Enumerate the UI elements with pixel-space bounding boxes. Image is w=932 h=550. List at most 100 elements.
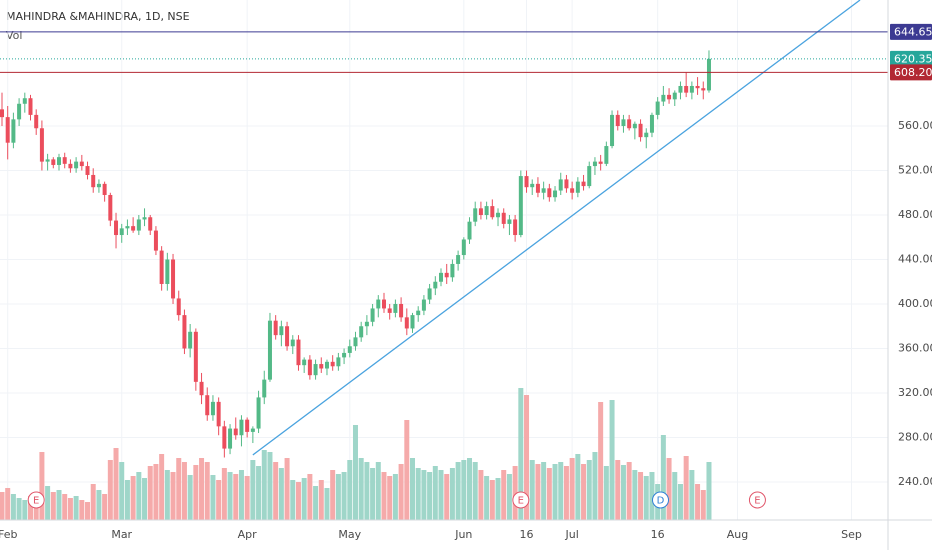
candle-body [604,146,609,164]
volume-bar [535,464,541,520]
volume-bar [649,472,655,520]
candle-body [689,85,694,93]
x-tick-label: Jun [454,528,472,541]
candle-body [153,230,158,251]
candle-body [684,85,689,93]
candle-body [370,308,375,322]
candle-body [290,339,295,347]
volume-bar [563,466,569,520]
volume-bar [113,448,119,520]
candle-body [473,208,478,222]
volume-bar [375,462,381,520]
candle-body [632,123,637,129]
candle-body [188,331,193,349]
candle-body [627,119,632,129]
candle-body [279,326,284,336]
volume-bar [449,468,455,520]
volume-bar [335,474,341,520]
volume-bar [706,462,712,520]
candle-body [513,219,518,236]
candle-body [91,174,96,188]
x-tick-label: 16 [651,528,665,541]
candle-body [667,94,672,100]
candle-body [490,206,495,218]
volume-bar [313,486,319,520]
volume-bar [210,475,216,520]
candle-body [102,183,107,195]
volume-bar [392,474,398,520]
volume-bar [683,456,689,520]
volume-label: Vol [6,29,22,42]
volume-bar [689,470,695,520]
volume-bar [541,462,547,520]
candle-body [96,183,101,188]
volume-bar [404,420,410,520]
volume-bar [187,475,193,520]
volume-bar [273,462,279,520]
candle-body [553,190,558,198]
candle-body [359,326,364,338]
volume-bar [364,462,370,520]
candle-body [598,161,603,164]
candle-body [125,226,130,229]
volume-bar [603,466,609,520]
candle-body [267,320,272,380]
volume-bar [638,472,644,520]
candle-body [610,114,615,147]
event-label: E [33,496,39,507]
volume-bar [427,472,433,520]
candle-body [39,128,44,162]
volume-bar [643,476,649,520]
candle-body [478,208,483,216]
candle-body [450,263,455,278]
candle-body [45,159,50,162]
volume-bar [592,452,598,520]
volume-bar [558,462,564,520]
volume-bar [370,468,376,520]
volume-bar [238,470,244,520]
event-label: E [518,496,524,507]
candle-body [165,259,170,284]
candle-body [672,92,677,100]
candle-body [524,176,529,188]
candle-body [302,359,307,366]
candle-body [222,426,227,449]
candle-body [171,259,176,299]
candle-body [119,228,124,236]
volume-bar [461,460,467,520]
candle-body [427,288,432,300]
candle-body [376,299,381,309]
volume-bar [28,496,34,520]
y-tick-label: 360.00 [898,341,932,354]
volume-bar [358,458,364,520]
candle-body [570,188,575,193]
price-tag-label: 644.65 [894,25,932,38]
event-marker [652,491,670,509]
candle-body [11,119,16,143]
volume-bar [102,494,108,520]
candle-body [649,114,654,133]
candle-body [501,212,506,224]
volume-bar [512,466,518,520]
candle-body [518,176,523,236]
x-tick-label: 16 [520,528,534,541]
candle-body [256,397,261,429]
candle-body [644,132,649,138]
volume-bar [677,484,683,520]
volume-bar [284,458,290,520]
candle-body [541,188,546,193]
candle-body [404,317,409,329]
candle-body [575,181,580,193]
candle-body [233,428,238,436]
y-tick-label: 240.00 [898,475,932,488]
volume-bar [387,476,393,520]
volume-bar [415,468,421,520]
volume-bar [318,480,324,520]
volume-bar [256,466,262,520]
candle-body [79,161,84,167]
volume-bar [221,468,227,520]
candle-body [558,179,563,191]
volume-bar [524,395,530,520]
volume-bar [598,402,604,520]
